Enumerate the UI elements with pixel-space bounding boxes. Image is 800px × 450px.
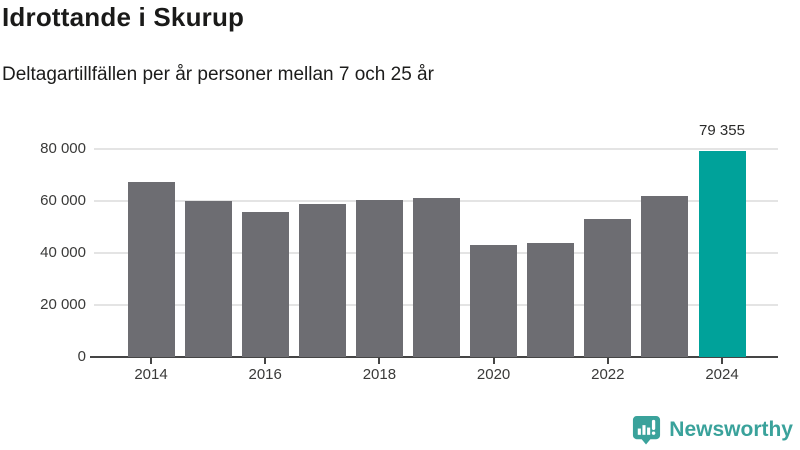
y-axis-tick-label: 0	[77, 348, 86, 365]
bar-2019	[413, 197, 460, 357]
x-axis-tick	[721, 358, 723, 364]
page-title: Idrottande i Skurup	[2, 2, 245, 32]
bar-2020	[470, 245, 518, 357]
bar-value-label: 79 355	[699, 121, 745, 139]
logo-bar-2	[642, 425, 646, 435]
x-axis-tick-label: 2020	[476, 366, 511, 383]
x-axis-tick	[150, 358, 152, 364]
x-axis-tick	[264, 358, 267, 364]
y-axis-tick-label: 20 000	[40, 296, 86, 313]
brand-footer: Newsworthy	[631, 414, 793, 445]
x-axis-tick-label: 2024	[705, 366, 739, 383]
y-axis-tick-label: 40 000	[40, 244, 86, 261]
logo-bar-3	[647, 427, 651, 435]
bar-2022	[584, 219, 632, 357]
logo-bar-1	[638, 428, 642, 435]
bar-2018	[355, 200, 403, 357]
bar-2024	[698, 150, 746, 357]
x-axis-line	[90, 356, 778, 358]
gridline	[94, 148, 778, 150]
logo-exclamation-dot	[652, 431, 656, 435]
chart-subtitle: Deltagartillfällen per år personer mella…	[2, 64, 434, 85]
logo-exclamation-bar	[652, 419, 656, 430]
x-axis-tick-label: 2018	[362, 366, 397, 383]
bar-2014	[127, 181, 175, 357]
bar-2023	[641, 195, 689, 357]
newsworthy-logo-icon	[633, 415, 661, 445]
y-axis-tick-label: 60 000	[40, 192, 86, 209]
x-axis-tick-label: 2014	[134, 366, 168, 383]
x-axis-tick-label: 2022	[591, 366, 625, 383]
brand-name: Newsworthy	[669, 417, 793, 441]
bar-2021	[527, 243, 575, 357]
x-axis-tick-label: 2016	[248, 366, 282, 383]
x-axis-tick	[606, 358, 609, 364]
bar-2015	[184, 201, 232, 357]
bar-2017	[298, 203, 346, 357]
bar-2016	[241, 212, 289, 357]
y-axis-tick-label: 80 000	[40, 140, 86, 157]
x-axis-tick	[378, 358, 381, 364]
x-axis-tick	[492, 358, 495, 364]
